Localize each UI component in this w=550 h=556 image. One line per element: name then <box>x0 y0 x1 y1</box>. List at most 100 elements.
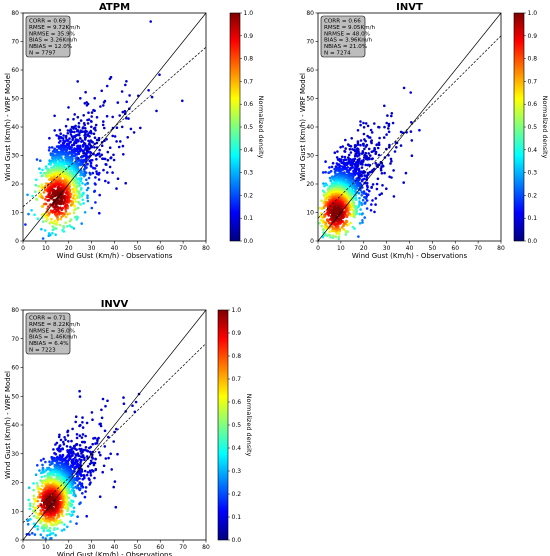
scatter-point <box>73 208 76 212</box>
scatter-point <box>78 424 81 428</box>
scatter-point <box>64 210 68 213</box>
scatter-point <box>330 165 334 169</box>
scatter-point <box>375 182 379 186</box>
y-tick-label: 40 <box>306 124 314 131</box>
scatter-point <box>26 523 30 526</box>
scatter-point <box>86 122 90 125</box>
scatter-point <box>70 439 73 443</box>
scatter-point <box>90 111 94 114</box>
scatter-point <box>328 176 332 180</box>
scatter-point <box>57 478 60 481</box>
scatter-point <box>83 495 87 499</box>
scatter-point <box>42 212 46 216</box>
scatter-point <box>100 89 103 93</box>
scatter-point <box>370 203 373 206</box>
scatter-point <box>92 166 95 170</box>
colorbar-tick-label: 0.3 <box>232 468 242 475</box>
stats-line: CORR = 0.69 <box>29 19 66 25</box>
scatter-point <box>399 130 403 134</box>
scatter-point <box>81 421 84 424</box>
scatter-point <box>378 193 382 197</box>
y-tick-label: 30 <box>11 451 19 458</box>
scatter-point <box>102 120 105 123</box>
scatter-point <box>41 471 45 474</box>
scatter-point <box>391 121 395 125</box>
scatter-point <box>75 129 79 133</box>
scatter-point <box>100 408 103 412</box>
scatter-point <box>79 188 83 191</box>
y-tick-label: 0 <box>310 238 314 245</box>
scatter-point <box>80 436 84 439</box>
scatter-point <box>61 207 64 210</box>
scatter-point <box>89 161 93 165</box>
colorbar-tick-label: 0.5 <box>232 422 242 429</box>
scatter-point <box>44 219 48 223</box>
scatter-point <box>55 471 58 474</box>
scatter-point <box>360 152 364 155</box>
scatter-point <box>357 173 361 177</box>
x-axis-label: Wind Gust (Km/h) - Observations <box>57 551 173 556</box>
scatter-point <box>95 172 99 176</box>
scatter-point <box>89 459 93 463</box>
scatter-point <box>69 130 72 134</box>
scatter-point <box>382 136 386 139</box>
scatter-point <box>84 142 87 146</box>
scatter-point <box>351 187 355 190</box>
scatter-point <box>48 191 52 195</box>
scatter-point <box>353 157 357 160</box>
scatter-point <box>50 532 53 535</box>
scatter-point <box>58 223 62 227</box>
scatter-point <box>84 490 87 493</box>
scatter-point <box>87 151 91 154</box>
scatter-point <box>52 516 55 519</box>
scatter-point <box>76 196 79 200</box>
scatter-point <box>344 233 348 236</box>
scatter-point <box>53 129 56 132</box>
scatter-point <box>418 128 421 132</box>
scatter-point <box>74 200 77 203</box>
scatter-point <box>354 197 357 201</box>
scatter-point <box>60 459 64 463</box>
panel-title: ATPM <box>99 2 130 13</box>
scatter-point <box>39 192 42 196</box>
fit-line <box>22 343 207 523</box>
scatter-point <box>53 114 56 118</box>
scatter-point <box>68 224 72 227</box>
stats-line: CORR = 0.71 <box>29 316 66 322</box>
scatter-point <box>59 510 62 513</box>
scatter-point <box>58 128 62 132</box>
scatter-point <box>369 128 373 132</box>
scatter-point <box>364 192 368 195</box>
scatter-point <box>70 452 73 455</box>
scatter-point <box>370 131 374 134</box>
scatter-point <box>108 77 112 81</box>
scatter-point <box>114 505 118 509</box>
scatter-point <box>104 163 107 166</box>
scatter-point <box>370 186 373 189</box>
scatter-point <box>98 211 101 215</box>
scatter-point <box>31 531 34 535</box>
scatter-point <box>333 151 337 154</box>
scatter-point <box>65 200 69 204</box>
x-tick-label: 80 <box>202 544 210 551</box>
scatter-point <box>90 120 93 123</box>
scatter-point <box>41 168 44 172</box>
scatter-point <box>363 147 366 151</box>
y-tick-label: 60 <box>306 67 314 74</box>
scatter-point <box>343 150 347 153</box>
colorbar-tick-label: 0.2 <box>232 491 242 498</box>
scatter-point <box>341 145 345 148</box>
scatter-point <box>52 165 55 169</box>
scatter-point <box>359 123 362 127</box>
scatter-point <box>41 186 44 189</box>
scatter-point <box>374 197 378 200</box>
scatter-point <box>52 191 56 195</box>
scatter-point <box>54 443 57 446</box>
scatter-point <box>80 194 83 198</box>
scatter-point <box>356 155 359 158</box>
scatter-point <box>44 202 48 206</box>
scatter-point <box>50 159 53 163</box>
scatter-point <box>98 422 101 426</box>
x-tick-label: 20 <box>65 544 73 551</box>
scatter-point <box>358 170 361 173</box>
